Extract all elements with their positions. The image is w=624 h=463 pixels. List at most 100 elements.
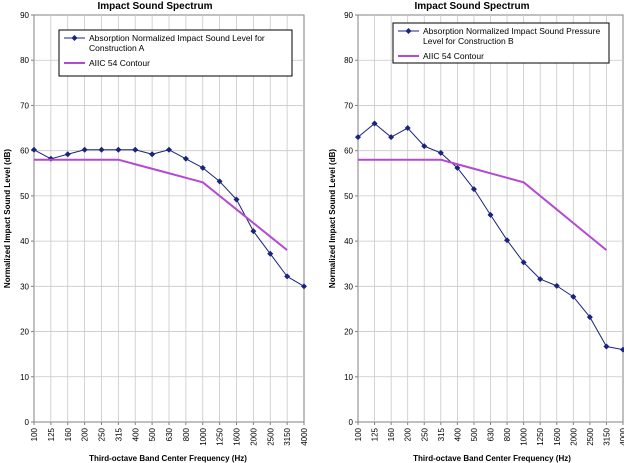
legend-label-1: Construction A — [89, 43, 145, 53]
chart-1: 0 10 20 30 40 50 60 70 80 90 100 125 160 200 250 315 400… — [3, 1, 309, 463]
x-tick-label: 2000 — [249, 427, 258, 445]
data-point — [31, 146, 37, 153]
data-point — [504, 237, 511, 244]
y-tick-label: 50 — [20, 192, 29, 201]
x-tick-label: 315 — [114, 427, 123, 441]
x-tick-label: 400 — [131, 427, 140, 441]
data-point — [454, 164, 461, 171]
data-point — [487, 211, 494, 218]
data-point — [570, 293, 577, 300]
y-tick-label: 30 — [20, 282, 29, 291]
data-point — [166, 146, 172, 153]
y-axis-label: Normalized Impact Sound Level (dB) — [328, 149, 337, 288]
legend-label-2: AIIC 54 Contour — [423, 51, 484, 61]
x-tick-label: 250 — [420, 427, 429, 441]
data-point — [603, 343, 610, 350]
legend-label-1: Level for Construction B — [423, 36, 514, 46]
x-tick-label: 800 — [182, 427, 191, 441]
y-tick-label: 60 — [344, 147, 353, 156]
x-tick-label: 2000 — [569, 427, 578, 445]
legend-label-2: AIIC 54 Contour — [89, 58, 150, 68]
x-tick-label: 1000 — [520, 427, 529, 445]
chart-title: Impact Sound Spectrum — [97, 1, 212, 12]
y-tick-label: 60 — [20, 147, 29, 156]
y-axis-label: Normalized Impact Sound Level (dB) — [3, 149, 12, 288]
data-point — [284, 273, 291, 280]
legend: Absorption Normalized Impact Sound Level… — [58, 29, 293, 77]
legend-box — [58, 29, 293, 77]
x-tick-label: 630 — [165, 427, 174, 441]
y-tick-label: 0 — [25, 418, 30, 427]
x-tick-label: 125 — [371, 427, 380, 441]
x-tick-label: 3150 — [602, 427, 611, 445]
x-tick-label: 1600 — [553, 427, 562, 445]
x-tick-label: 4000 — [300, 427, 309, 445]
x-tick-label: 1600 — [233, 427, 242, 445]
y-tick-label: 30 — [344, 282, 353, 291]
data-point — [437, 149, 444, 156]
y-tick-label: 70 — [344, 101, 353, 110]
y-tick-label: 70 — [20, 101, 29, 110]
x-tick-label: 630 — [487, 427, 496, 441]
y-tick-label: 80 — [20, 56, 29, 65]
x-tick-label: 200 — [81, 427, 90, 441]
x-tick-label: 100 — [354, 427, 363, 441]
y-tick-label: 10 — [20, 373, 29, 382]
x-tick-label: 160 — [64, 427, 73, 441]
legend-marker — [405, 28, 412, 34]
x-tick-label: 500 — [470, 427, 479, 441]
data-point — [470, 186, 477, 193]
y-tick-label: 50 — [344, 192, 353, 201]
data-point — [371, 120, 378, 127]
y-tick-label: 40 — [344, 237, 353, 246]
legend-marker — [71, 35, 78, 41]
y-tick-label: 20 — [344, 328, 353, 337]
data-point — [388, 134, 395, 141]
x-tick-label: 200 — [404, 427, 413, 441]
x-tick-label: 1250 — [536, 427, 545, 445]
x-tick-label: 400 — [453, 427, 462, 441]
chart-2: 0 10 20 30 40 50 60 70 80 90 100 125 160 200 250 315 400… — [328, 1, 624, 463]
legend-label-1: Absorption Normalized Impact Sound Press… — [423, 26, 600, 36]
x-axis-label: Third-octave Band Center Frequency (Hz) — [413, 454, 571, 463]
legend: Absorption Normalized Impact Sound Press… — [392, 22, 610, 64]
x-tick-label: 125 — [47, 427, 56, 441]
data-point — [404, 125, 411, 132]
data-point — [537, 276, 544, 283]
x-tick-label: 1250 — [216, 427, 225, 445]
x-tick-label: 1000 — [199, 427, 208, 445]
x-tick-label: 800 — [503, 427, 512, 441]
y-tick-label: 40 — [20, 237, 29, 246]
chart-title: Impact Sound Spectrum — [414, 1, 529, 12]
series-line-2 — [34, 158, 288, 251]
data-point — [267, 250, 274, 257]
x-tick-label: 160 — [387, 427, 396, 441]
data-point — [149, 151, 156, 158]
series-line-2 — [358, 158, 608, 251]
legend-box — [392, 22, 610, 64]
x-tick-label: 250 — [98, 427, 107, 441]
data-point — [421, 143, 428, 150]
data-point — [301, 283, 307, 290]
x-tick-label: 3150 — [283, 427, 292, 445]
y-tick-label: 20 — [20, 328, 29, 337]
y-tick-label: 90 — [344, 11, 353, 20]
data-point — [250, 228, 257, 235]
y-tick-label: 0 — [349, 418, 354, 427]
x-tick-label: 4000 — [619, 427, 624, 445]
data-point — [233, 196, 240, 203]
y-tick-label: 90 — [20, 11, 29, 20]
data-point — [115, 146, 122, 153]
data-point — [553, 282, 560, 289]
x-tick-label: 315 — [437, 427, 446, 441]
data-point — [199, 164, 206, 171]
data-point — [355, 134, 361, 141]
y-tick-label: 80 — [344, 56, 353, 65]
data-point — [586, 314, 593, 321]
x-tick-label: 500 — [148, 427, 157, 441]
data-point — [81, 146, 88, 153]
x-tick-label: 100 — [30, 427, 39, 441]
data-point — [98, 146, 105, 153]
data-point — [520, 259, 527, 266]
